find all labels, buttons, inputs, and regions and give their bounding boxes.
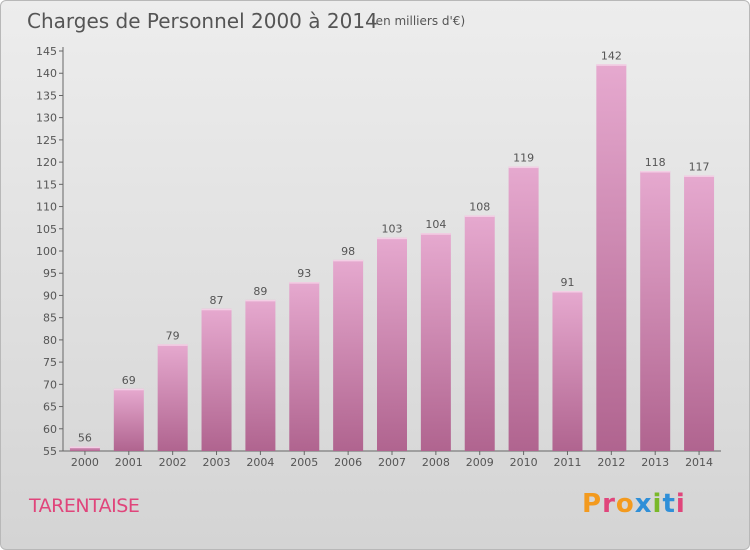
data-label-2008: 104 [425, 218, 446, 231]
y-tick-label: 95 [43, 267, 57, 280]
logo-letter: t [662, 489, 676, 519]
bar-top-edge [201, 308, 232, 311]
bar-2007 [377, 237, 407, 451]
bar-2013 [640, 171, 671, 451]
y-tick-label: 80 [43, 334, 57, 347]
data-label-2006: 98 [341, 245, 355, 258]
y-tick-label: 70 [43, 378, 57, 391]
y-tick-label: 115 [36, 178, 57, 191]
logo-letter: P [582, 489, 603, 519]
y-tick-label: 75 [43, 356, 57, 369]
x-tick-label-2013: 2013 [641, 456, 669, 469]
bar-top-edge [640, 171, 671, 173]
bar-2004 [245, 299, 276, 451]
bar-top-edge [420, 233, 451, 235]
data-label-2010: 119 [513, 152, 534, 165]
bar-2002 [157, 344, 188, 451]
y-tick-label: 140 [36, 67, 57, 80]
x-tick-label-2006: 2006 [334, 456, 362, 469]
data-label-2001: 69 [122, 374, 136, 387]
x-tick-label-2012: 2012 [597, 456, 625, 469]
y-tick-label: 55 [43, 445, 57, 458]
x-tick-label-2014: 2014 [685, 456, 713, 469]
y-tick-label: 105 [36, 223, 57, 236]
bar-top-edge [464, 215, 495, 217]
bar-2009 [464, 215, 495, 451]
logo-letter: i [652, 489, 663, 519]
data-label-2005: 93 [297, 267, 311, 280]
bar-top-edge [552, 291, 583, 293]
y-tick-label: 100 [36, 245, 57, 258]
y-tick-label: 120 [36, 156, 57, 169]
data-label-2009: 108 [469, 200, 490, 213]
y-tick-label: 145 [36, 45, 57, 58]
y-tick-label: 110 [36, 201, 57, 214]
bar-2012 [596, 64, 627, 452]
bar-2006 [333, 259, 364, 451]
logo-letter: x [634, 489, 653, 519]
bar-2011 [552, 291, 583, 451]
bar-top-edge [333, 259, 364, 262]
y-tick-label: 135 [36, 89, 57, 102]
bar-top-edge [289, 282, 320, 284]
bar-top-edge [157, 344, 188, 346]
region-name: TARENTAISE [29, 495, 140, 517]
bar-top-edge [69, 446, 100, 449]
bar-2014 [684, 175, 715, 451]
data-label-2012: 142 [601, 49, 622, 62]
data-label-2011: 91 [560, 276, 574, 289]
y-tick-label: 125 [36, 134, 57, 147]
y-tick-label: 60 [43, 423, 57, 436]
bar-top-edge [113, 388, 144, 391]
bar-2008 [420, 233, 451, 451]
x-tick-label-2009: 2009 [466, 456, 494, 469]
y-tick-label: 90 [43, 289, 57, 302]
chart-unit: (en milliers d'€) [371, 14, 466, 28]
bar-2000 [69, 446, 100, 451]
x-tick-label-2005: 2005 [290, 456, 318, 469]
x-tick-label-2000: 2000 [71, 456, 99, 469]
bar-top-edge [508, 166, 539, 169]
data-label-2002: 79 [166, 329, 180, 342]
data-label-2004: 89 [253, 285, 267, 298]
x-tick-label-2010: 2010 [510, 456, 538, 469]
x-tick-label-2003: 2003 [203, 456, 231, 469]
bar-2010 [508, 166, 539, 452]
logo-letter: o [615, 489, 635, 519]
x-tick-label-2011: 2011 [553, 456, 581, 469]
bar-top-edge [684, 175, 715, 177]
data-label-2000: 56 [78, 432, 92, 445]
data-label-2007: 103 [382, 223, 403, 236]
bar-top-edge [596, 64, 627, 66]
x-tick-label-2004: 2004 [246, 456, 274, 469]
proxiti-logo: Proxiti [582, 489, 686, 519]
bar-top-edge [245, 299, 276, 302]
x-tick-label-2008: 2008 [422, 456, 450, 469]
data-label-2014: 117 [689, 160, 710, 173]
x-tick-label-2007: 2007 [378, 456, 406, 469]
data-label-2013: 118 [645, 156, 666, 169]
bar-2001 [113, 388, 144, 451]
chart-title: Charges de Personnel 2000 à 2014 [27, 9, 378, 33]
logo-letter: r [602, 489, 616, 519]
bar-top-edge [377, 237, 407, 240]
x-tick-label-2002: 2002 [159, 456, 187, 469]
bar-2005 [289, 282, 320, 451]
bar-2003 [201, 308, 232, 451]
logo-letter: i [675, 489, 686, 519]
y-tick-label: 130 [36, 112, 57, 125]
y-tick-label: 85 [43, 312, 57, 325]
x-tick-label-2001: 2001 [115, 456, 143, 469]
y-tick-label: 65 [43, 401, 57, 414]
data-label-2003: 87 [210, 294, 224, 307]
